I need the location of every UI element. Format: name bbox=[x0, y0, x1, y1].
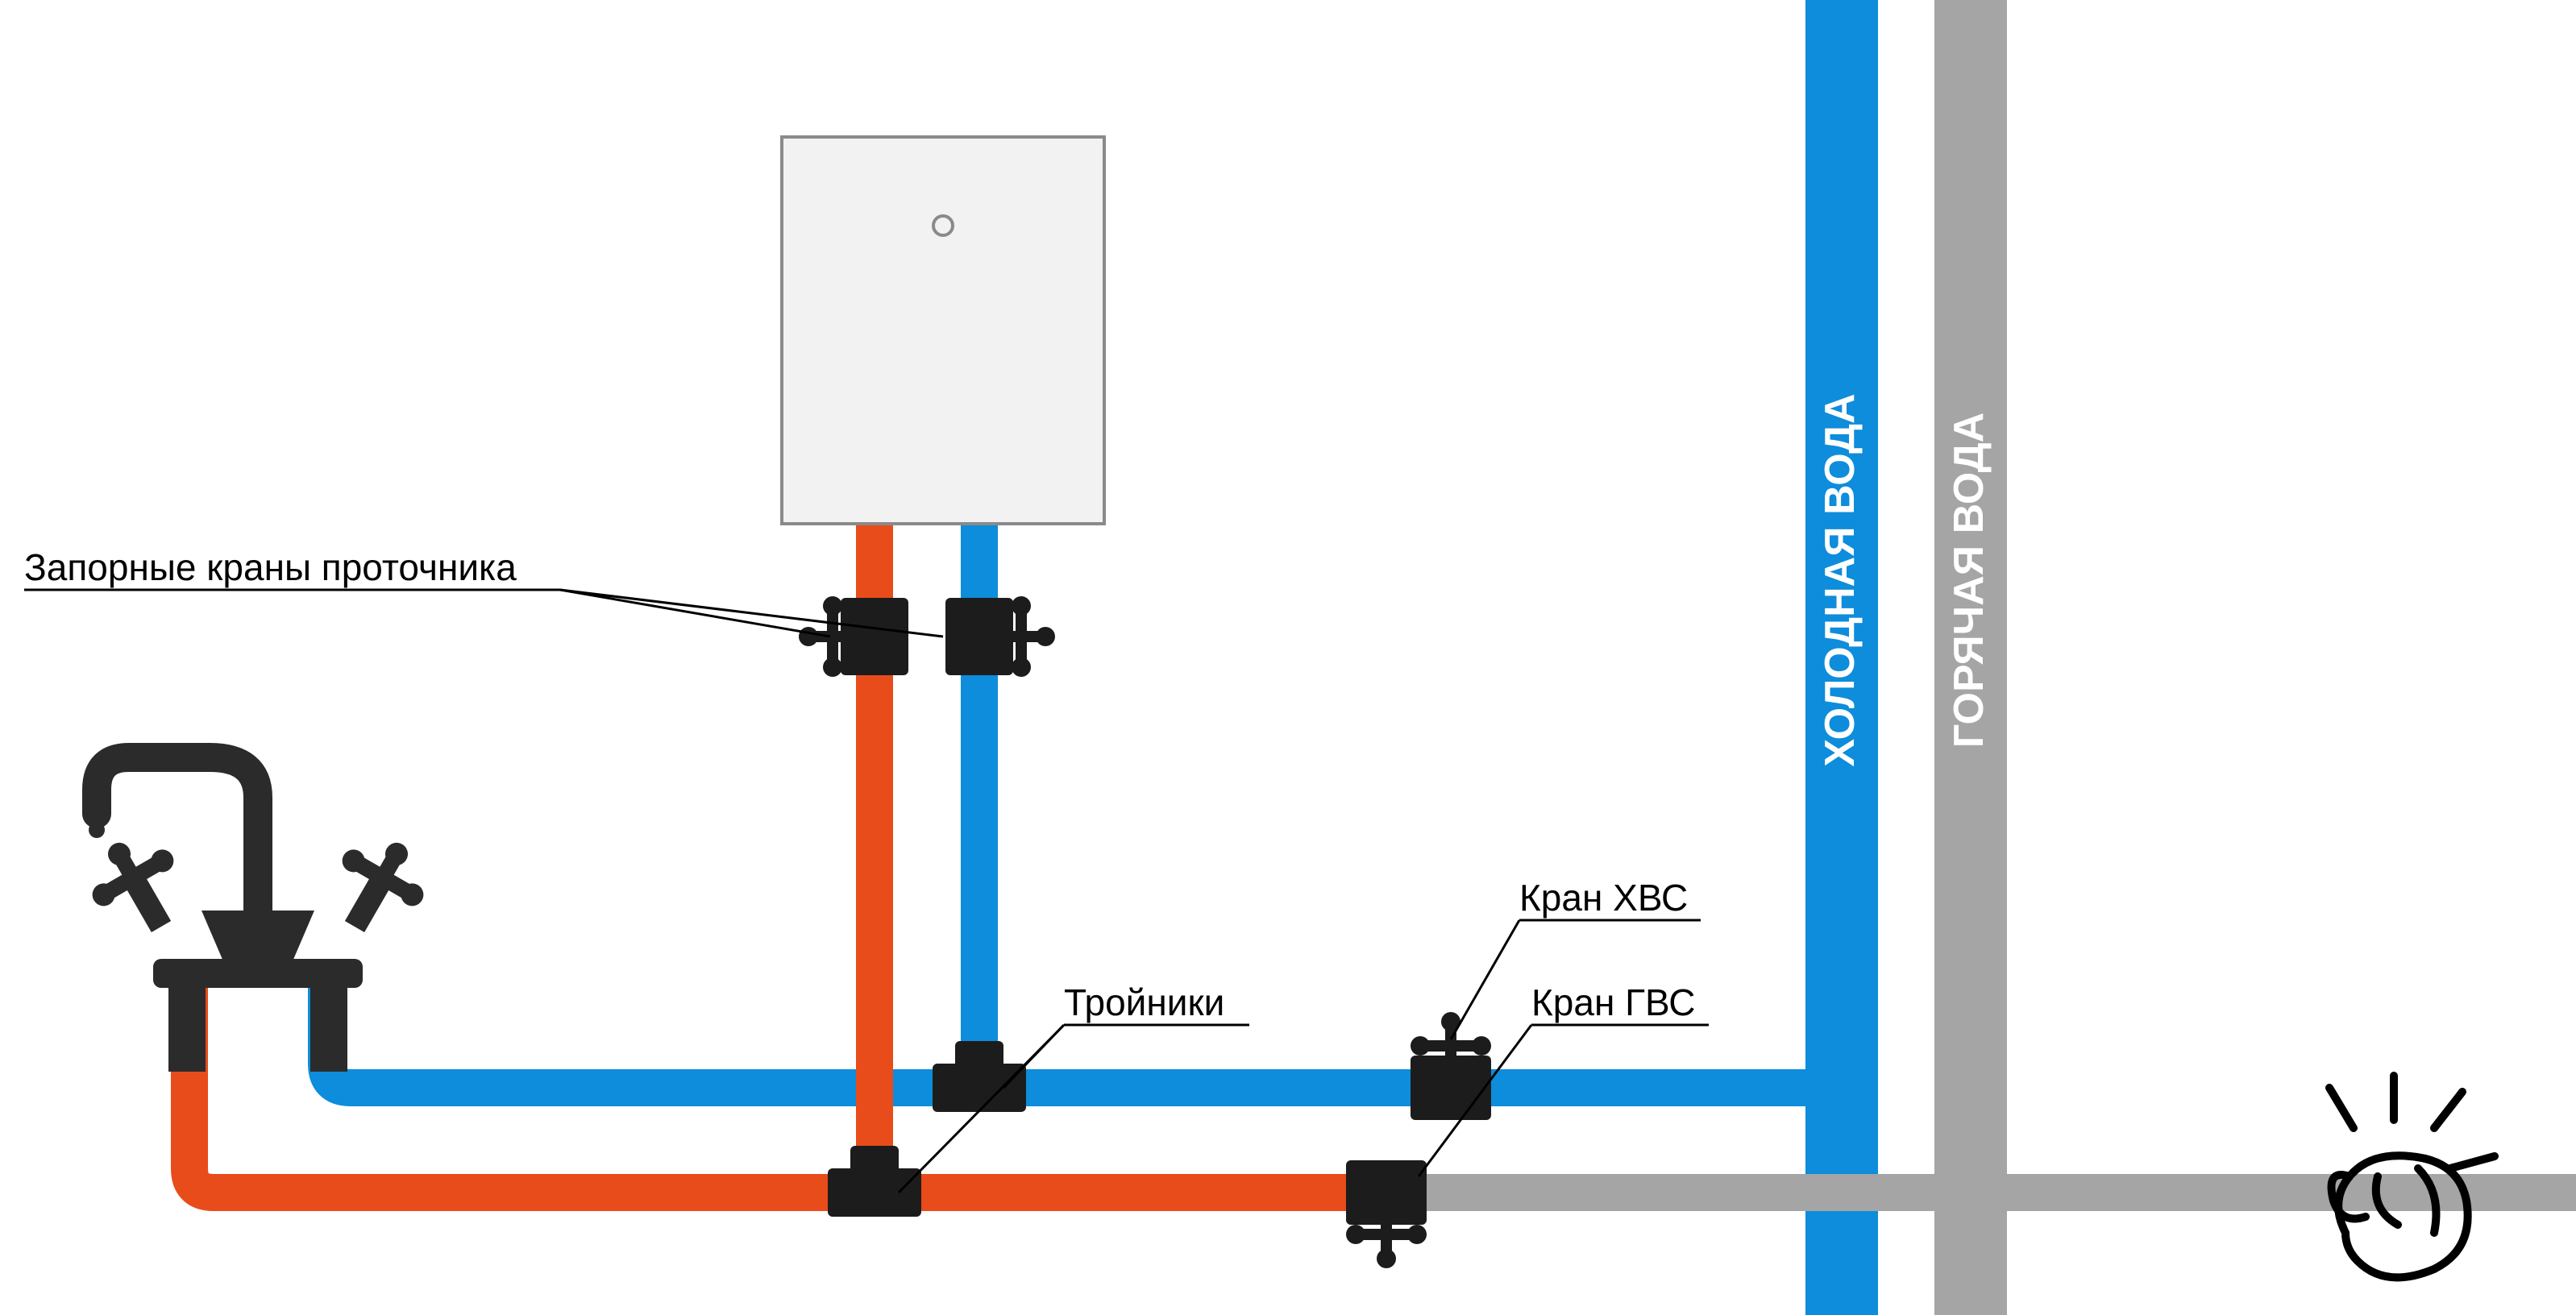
leader-shutoff-1 bbox=[560, 590, 830, 637]
label-cold-valve: Кран ХВС bbox=[1519, 877, 1688, 919]
grey-stub-right bbox=[2007, 1174, 2576, 1211]
label-tees: Тройники bbox=[1064, 981, 1224, 1023]
main-hot-label: ГОРЯЧАЯ ВОДА bbox=[1946, 413, 1992, 749]
label-hot-valve: Кран ГВС bbox=[1531, 981, 1695, 1023]
valve-cold-supply-icon bbox=[1411, 1012, 1491, 1120]
boiler-icon bbox=[782, 137, 1104, 524]
valve-boiler-hot-icon bbox=[799, 596, 908, 677]
valve-boiler-cold-icon bbox=[945, 596, 1055, 677]
main-cold-label: ХОЛОДНАЯ ВОДА bbox=[1817, 393, 1863, 766]
valve-hot-supply-icon bbox=[1346, 1160, 1427, 1268]
faucet-icon bbox=[75, 757, 442, 1072]
cold-from-faucet bbox=[326, 959, 1805, 1088]
tee-hot-icon bbox=[828, 1146, 921, 1217]
plumbing-diagram: ХОЛОДНАЯ ВОДА ГОРЯЧАЯ ВОДА bbox=[0, 0, 2576, 1315]
leader-cold-valve bbox=[1451, 920, 1519, 1039]
label-shutoff: Запорные краны проточника bbox=[24, 546, 517, 588]
grey-branch-to-hot-valve bbox=[1386, 1174, 2007, 1211]
